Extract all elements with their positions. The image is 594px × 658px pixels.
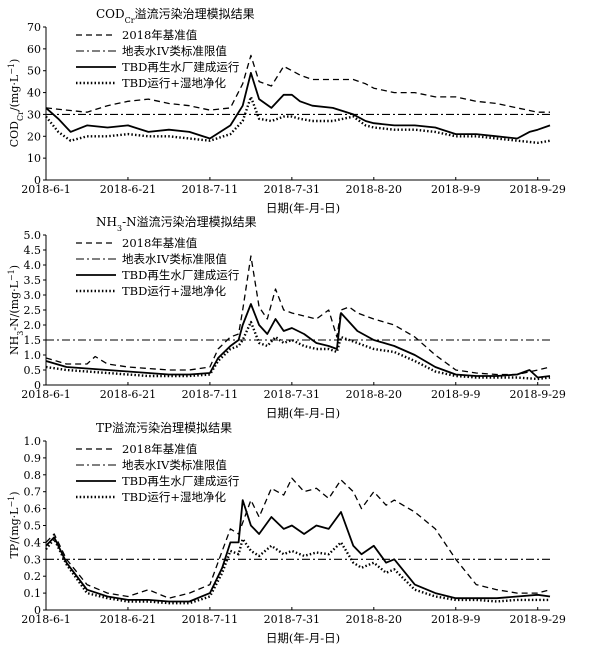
y-tick-label: 50 [27, 65, 41, 78]
series-line-1 [45, 477, 551, 599]
y-tick-label: 0.8 [24, 469, 42, 482]
x-tick-label: 2018-7-31 [264, 613, 320, 626]
series-line-4 [45, 537, 550, 605]
chart-panel-2: 0 0.5 1.0 1.5 2.0 2.5 3.0 3.5 4.0 4.5 5.0 2018-6-1 2… [7, 214, 566, 420]
x-tick-label: 2018-9-9 [431, 388, 480, 401]
series-line-3 [45, 303, 551, 379]
x-tick-label: 2018-6-21 [100, 613, 156, 626]
x-tick-label: 2018-9-9 [431, 613, 480, 626]
y-tick-label: 0.1 [24, 587, 42, 600]
y-tick-label: 40 [27, 87, 41, 100]
y-tick-label: 0 [34, 174, 41, 187]
y-tick-label: 10 [27, 152, 41, 165]
y-tick-label: 60 [27, 43, 41, 56]
y-tick-label: 0 [34, 604, 41, 617]
y-tick-label: 4.0 [24, 259, 42, 272]
legend-label: TBD运行+湿地净化 [122, 490, 226, 504]
y-tick-label: 0.6 [24, 503, 42, 516]
y-tick-label: 30 [27, 108, 41, 121]
x-tick-label: 2018-7-31 [264, 388, 320, 401]
y-tick-label: 20 [27, 130, 41, 143]
y-tick-label: 0.3 [24, 553, 42, 566]
y-tick-label: 0.5 [24, 520, 42, 533]
series-line-4 [45, 95, 551, 144]
x-axis-label: 日期(年-月-日) [266, 406, 340, 420]
y-axis-label: TP/(mg·L−1) [7, 491, 22, 558]
y-tick-label: 5.0 [24, 229, 42, 242]
x-tick-label: 2018-8-20 [346, 388, 402, 401]
x-tick-label: 2018-6-1 [21, 613, 70, 626]
x-tick-label: 2018-8-20 [346, 183, 402, 196]
legend-label: 地表水IV类标准限值 [122, 252, 227, 266]
x-tick-label: 2018-9-29 [509, 183, 565, 196]
legend-label: 地表水IV类标准限值 [122, 44, 227, 58]
y-tick-label: 0.2 [24, 570, 42, 583]
x-tick-label: 2018-7-31 [264, 183, 320, 196]
chart-panel-3: 0 0.1 0.2 0.3 0.4 0.5 0.6 0.7 0.8 0.9 1.0 2018-6-1 2… [7, 420, 566, 645]
x-tick-label: 2018-6-1 [21, 183, 70, 196]
x-tick-label: 2018-6-21 [100, 388, 156, 401]
y-tick-label: 1.0 [24, 349, 42, 362]
x-axis-label: 日期(年-月-日) [266, 631, 340, 645]
y-tick-label: 1.5 [24, 334, 42, 347]
series-line-1 [45, 255, 551, 376]
y-tick-label: 3.5 [24, 274, 42, 287]
x-tick-label: 2018-8-20 [346, 613, 402, 626]
chart-title: NH3-N溢流污染治理模拟结果 [96, 214, 257, 233]
x-tick-label: 2018-9-29 [509, 613, 565, 626]
legend-label: 地表水IV类标准限值 [122, 458, 227, 472]
y-tick-label: 0 [34, 379, 41, 392]
x-tick-label: 2018-6-21 [100, 183, 156, 196]
series-line-3 [45, 72, 551, 140]
legend-label: 2018年基准值 [122, 236, 198, 250]
legend-label: TBD再生水厂建成运行 [122, 60, 239, 74]
y-axis-label: NH3-N/(mg·L−1) [7, 265, 25, 355]
legend-label: TBD运行+湿地净化 [122, 284, 226, 298]
y-tick-label: 0.9 [24, 452, 42, 465]
chart-title: CODCr溢流污染治理模拟结果 [96, 6, 255, 25]
legend-label: TBD再生水厂建成运行 [122, 268, 239, 282]
y-tick-label: 3.0 [24, 289, 42, 302]
x-tick-label: 2018-9-29 [509, 388, 565, 401]
y-tick-label: 4.5 [24, 244, 42, 257]
series-line-3 [45, 499, 551, 603]
legend-label: 2018年基准值 [122, 28, 198, 42]
y-tick-label: 2.0 [24, 319, 42, 332]
legend-label: TBD再生水厂建成运行 [122, 474, 239, 488]
y-tick-label: 1.0 [24, 435, 42, 448]
legend-label: 2018年基准值 [122, 442, 198, 456]
legend-label: TBD运行+湿地净化 [122, 76, 226, 90]
y-tick-label: 0.5 [24, 364, 42, 377]
x-tick-label: 2018-7-11 [182, 388, 238, 401]
y-tick-label: 0.7 [24, 486, 42, 499]
chart-panel-1: 0 10 20 30 40 50 60 70 2018-6-1 2018-6-21 2018-7-1… [7, 6, 566, 215]
chart-title: TP溢流污染治理模拟结果 [96, 420, 232, 435]
y-tick-label: 2.5 [24, 304, 42, 317]
y-tick-label: 0.4 [24, 536, 42, 549]
x-tick-label: 2018-7-11 [182, 183, 238, 196]
y-axis-label: CODCr/(mg·L−1) [7, 59, 25, 148]
x-tick-label: 2018-9-9 [431, 183, 480, 196]
x-axis-label: 日期(年-月-日) [266, 201, 340, 215]
x-tick-label: 2018-6-1 [21, 388, 70, 401]
series-line-1 [45, 54, 550, 113]
y-tick-label: 70 [27, 21, 41, 34]
x-tick-label: 2018-7-11 [182, 613, 238, 626]
series-line-4 [45, 320, 551, 381]
